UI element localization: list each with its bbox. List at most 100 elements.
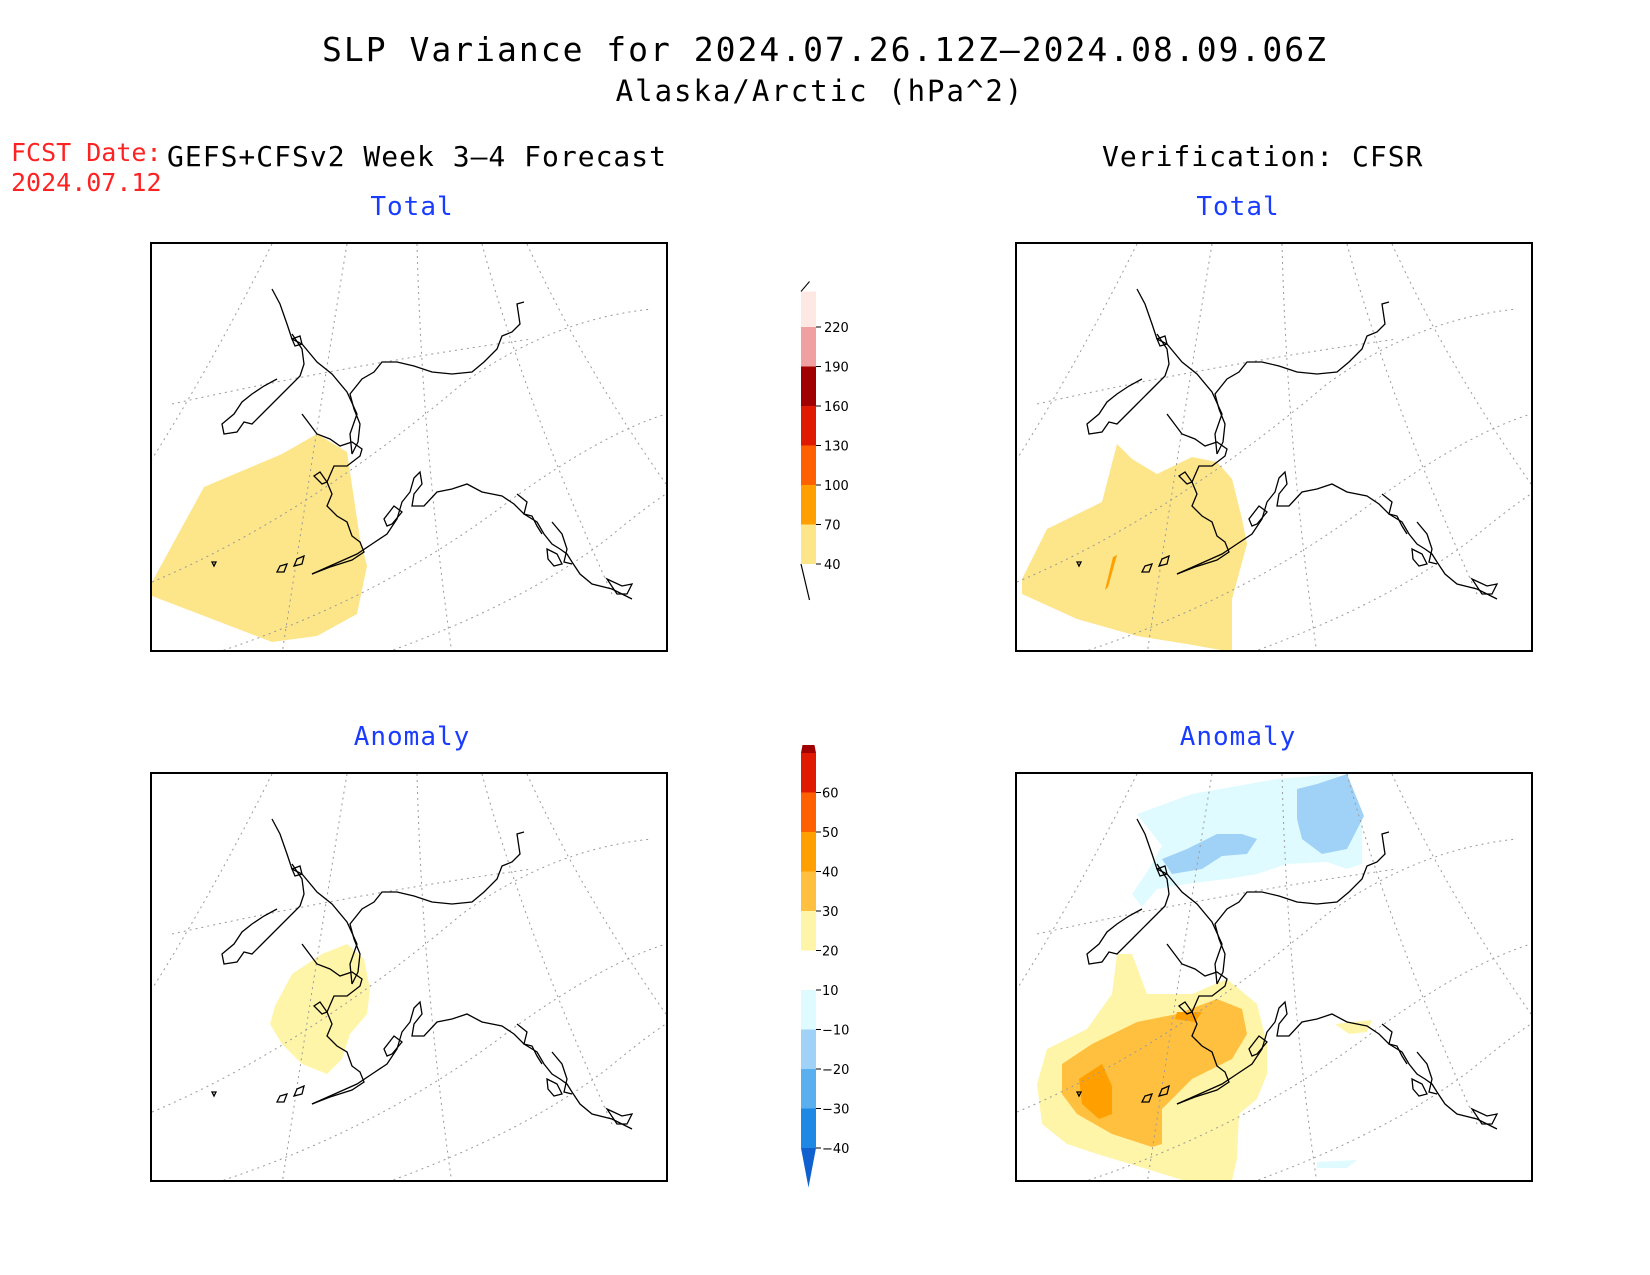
coastline-segment [551, 1051, 573, 1095]
verification-label: Verification: CFSR [1102, 140, 1424, 173]
graticule-line [1256, 1023, 1531, 1180]
coastline-segment [1416, 1051, 1438, 1095]
map-verif-anomaly [1015, 772, 1533, 1182]
colorbar-tick-label: 40 [822, 866, 839, 881]
coastline-segment [1176, 1000, 1498, 1130]
coastline-segment [1470, 1107, 1499, 1125]
coastline-segment [349, 301, 525, 455]
colorbar-tail-lower [800, 563, 811, 601]
graticule-line [1281, 774, 1317, 1180]
shaded-region-minus20-minus30 [1297, 774, 1364, 854]
coastline [210, 818, 634, 1130]
coastline-segment [1411, 1077, 1428, 1097]
graticule [152, 774, 666, 1180]
coastline-segment [546, 1077, 563, 1097]
colorbar-tick-label: 20 [822, 945, 839, 960]
coastline-segment [349, 831, 525, 985]
colorbar-tick-label: 30 [822, 905, 839, 920]
colorbar-box [801, 990, 816, 1030]
colorbar-box [801, 753, 816, 793]
coastline-segment [221, 863, 305, 965]
model-label: GEFS+CFSv2 Week 3–4 Forecast [167, 140, 668, 173]
coastline-segment [1086, 863, 1170, 965]
coastline-segment [292, 554, 305, 567]
graticule-line [282, 244, 348, 650]
graticule-line [481, 774, 613, 1125]
coastline-segment [516, 1023, 543, 1065]
graticule-line [481, 244, 613, 595]
coastline-segment [1381, 1023, 1408, 1065]
colorbar-tick-label: −30 [822, 1103, 849, 1118]
colorbar-tail-upper [800, 281, 810, 292]
shaded-region-minus10-minus20 [1317, 1160, 1357, 1168]
coastline-segment [516, 493, 543, 535]
shaded-region-30-40 [1079, 1064, 1112, 1119]
shaded-region-40-70 [1022, 444, 1247, 650]
graticule [1017, 244, 1531, 650]
fcst-date-label: FCST Date: [11, 138, 162, 167]
coastline-segment [1381, 493, 1408, 535]
coastline-segment [1214, 301, 1390, 455]
coastline-segment [221, 333, 305, 435]
colorbar-tick-label: −20 [822, 1063, 849, 1078]
colorbar-box [801, 911, 816, 951]
graticule-line [1147, 244, 1213, 650]
coastline-segment [1136, 288, 1223, 455]
colorbar-tick-label: −40 [822, 1142, 849, 1157]
graticule-line [1346, 244, 1478, 595]
colorbar-anomaly-boxes [801, 745, 816, 1188]
colorbar-box [801, 832, 816, 872]
graticule-line [1281, 244, 1317, 650]
coastline [1075, 818, 1499, 1130]
colorbar-tick-label: 190 [824, 361, 849, 376]
colorbar-box [801, 524, 816, 564]
colorbar-tick-label: 10 [822, 984, 839, 999]
coastline-segment [605, 577, 634, 595]
coastline [210, 288, 634, 600]
graticule-line [1391, 774, 1531, 1015]
graticule-line [526, 244, 666, 485]
coastline-segment [1416, 521, 1438, 565]
colorbar-tick-label: 50 [822, 826, 839, 841]
coastline-segment [1214, 831, 1390, 985]
colorbar-box [801, 1069, 816, 1109]
coastline-segment [1156, 865, 1168, 877]
coastline-segment [292, 1084, 305, 1097]
coastline-segment [1140, 563, 1154, 573]
graticule-line [416, 774, 452, 1180]
shaded-region-70-100 [1105, 555, 1117, 590]
coastline-segment [311, 470, 633, 600]
shaded-region-40-70 [152, 434, 367, 642]
colorbar-total-labels: 40 70 100 130 160 190 220 [816, 321, 849, 573]
colorbar-box [801, 366, 816, 406]
colorbar-box [801, 745, 816, 753]
coastline-segment [383, 505, 403, 527]
colorbar-tick-label: 60 [822, 787, 839, 802]
coastline-segment [1086, 333, 1170, 435]
coastline-segment [1176, 470, 1498, 600]
graticule-line [171, 338, 533, 405]
graticule-line [1017, 774, 1138, 990]
coastline-segment [312, 471, 329, 485]
coastline-segment [1156, 335, 1168, 347]
colorbar-box [801, 327, 816, 367]
colorbar-tick-label: 40 [824, 558, 841, 573]
coastline-segment [275, 1093, 289, 1103]
colorbar-tick-label: 220 [824, 321, 849, 336]
coastline-segment [1140, 1093, 1154, 1103]
colorbar-box [801, 485, 816, 525]
coastline [1075, 288, 1499, 600]
colorbar-tick-label: 100 [824, 479, 849, 494]
graticule-line [152, 838, 653, 1113]
coastline-segment [1248, 505, 1268, 527]
graticule-line [1036, 338, 1398, 405]
colorbar-anomaly: −40 −30 −20 −10 10 20 30 40 50 60 [801, 745, 849, 1188]
coastline-segment [551, 521, 573, 565]
shaded-region-10-20 [1335, 1020, 1372, 1034]
graticule-line [1256, 493, 1531, 650]
panel-title-forecast-total: Total [370, 192, 454, 222]
fcst-date-value: 2024.07.12 [11, 168, 162, 197]
graticule-line [1036, 868, 1398, 935]
figure-subtitle: Alaska/Arctic (hPa^2) [615, 74, 1025, 108]
colorbar-total: 40 70 100 130 160 190 220 [800, 281, 849, 601]
